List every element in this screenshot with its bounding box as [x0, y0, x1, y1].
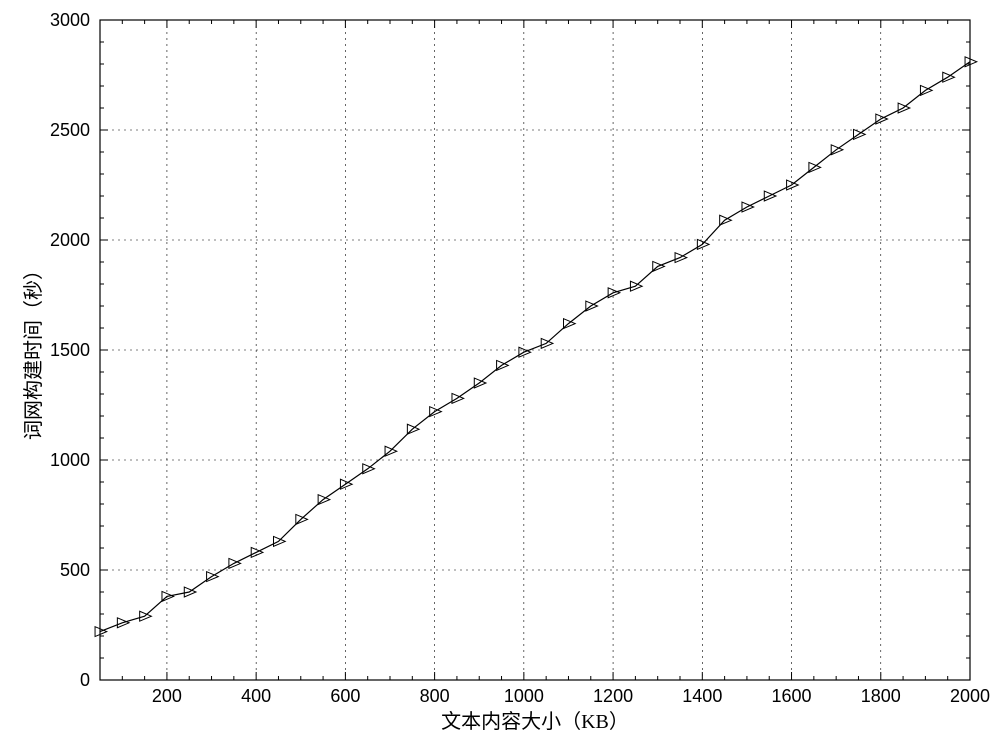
y-tick-label: 2500	[50, 120, 90, 140]
x-tick-label: 1600	[772, 686, 812, 706]
y-tick-label: 3000	[50, 10, 90, 30]
x-tick-label: 800	[420, 686, 450, 706]
chart-container: 200 400 600 800 1000 1200 1400 1600 1800 2000 0 500…	[0, 0, 1000, 741]
x-tick-label: 1000	[504, 686, 544, 706]
y-tick-label: 500	[60, 560, 90, 580]
x-tick-label: 400	[241, 686, 271, 706]
chart-svg: 200 400 600 800 1000 1200 1400 1600 1800 2000 0 500…	[0, 0, 1000, 741]
x-tick-label: 1400	[682, 686, 722, 706]
y-tick-label: 1500	[50, 340, 90, 360]
x-axis-label: 文本内容大小（KB）	[441, 710, 629, 733]
y-tick-label: 2000	[50, 230, 90, 250]
x-tick-label: 600	[330, 686, 360, 706]
x-tick-label: 1200	[593, 686, 633, 706]
x-tick-label: 2000	[950, 686, 990, 706]
y-axis-label: 词网构建时间（秒）	[22, 260, 45, 440]
x-tick-label: 1800	[861, 686, 901, 706]
y-tick-label: 1000	[50, 450, 90, 470]
x-tick-label: 200	[152, 686, 182, 706]
y-tick-label: 0	[80, 670, 90, 690]
